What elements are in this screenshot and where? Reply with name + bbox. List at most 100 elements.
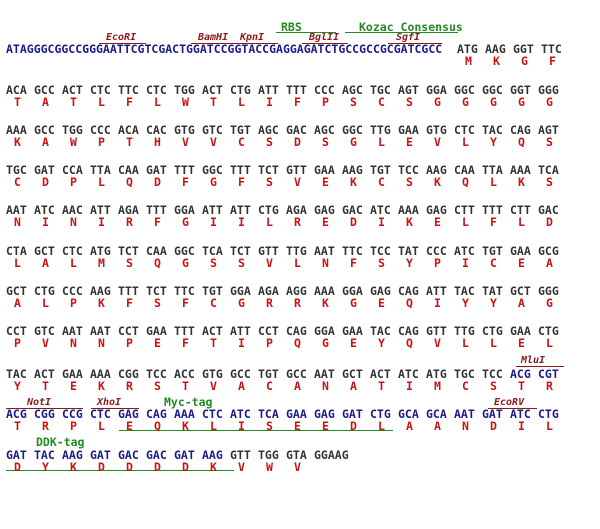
codon: CTG (230, 83, 251, 97)
amino-acid: R (126, 215, 133, 229)
codon: GTT (258, 244, 279, 258)
amino-acid: A (42, 95, 49, 109)
amino-acid: M (98, 256, 105, 270)
amino-acid: P (322, 95, 329, 109)
amino-acid: Y (378, 336, 385, 350)
bamhi-site-bar (191, 43, 236, 44)
amino-acid: K (322, 296, 329, 310)
amino-acid: C (266, 379, 273, 393)
amino-acid: L (490, 175, 497, 189)
codon: AAA (510, 163, 531, 177)
codon: AAT (62, 324, 83, 338)
codon: TCA (202, 244, 223, 258)
codon: AGC (342, 83, 363, 97)
amino-acid: V (434, 135, 441, 149)
codon: CCG (62, 407, 83, 421)
codon: TTC (342, 244, 363, 258)
amino-acid: T (14, 95, 21, 109)
amino-acid: V (266, 256, 273, 270)
amino-acid: L (266, 215, 273, 229)
amino-acid: P (434, 256, 441, 270)
amino-acid: T (210, 336, 217, 350)
xhoi-site-label: XhoI (97, 397, 122, 408)
amino-acid: F (182, 175, 189, 189)
codon: TTG (454, 324, 475, 338)
amino-acid: C (378, 95, 385, 109)
amino-acid: D (14, 460, 21, 474)
codon: AAG (62, 448, 83, 462)
codon: TCC (146, 367, 167, 381)
amino-acid: P (70, 296, 77, 310)
codon: TGG (174, 83, 195, 97)
codon: ATG (90, 244, 111, 258)
codon: TTC (118, 83, 139, 97)
amino-acid: L (294, 256, 301, 270)
amino-acid: S (266, 135, 273, 149)
codon: TAC (370, 324, 391, 338)
amino-acid: Q (518, 135, 525, 149)
amino-acid: D (182, 460, 189, 474)
amino-acid: F (294, 95, 301, 109)
mlui-site-label: MluI (521, 355, 546, 366)
codon: GTT (230, 448, 251, 462)
codon: AAT (314, 244, 335, 258)
amino-acid: L (210, 419, 217, 433)
codon: GAT (174, 448, 195, 462)
bglii-site-bar (302, 43, 348, 44)
amino-acid: I (462, 256, 469, 270)
codon: GAG (118, 407, 139, 421)
amino-acid: Q (154, 256, 161, 270)
codon: GAC (146, 448, 167, 462)
xhoi-site-bar (91, 408, 139, 409)
amino-acid: V (210, 379, 217, 393)
codon: TCT (230, 244, 251, 258)
codon: GAC (342, 203, 363, 217)
codon: GAA (314, 163, 335, 177)
amino-acid: C (14, 175, 21, 189)
codon: TCT (146, 284, 167, 298)
codon: GAG (426, 203, 447, 217)
amino-acid: G (518, 95, 525, 109)
amino-acid: P (14, 336, 21, 350)
codon: GTA (286, 448, 307, 462)
amino-acid: C (378, 175, 385, 189)
amino-acid: I (266, 95, 273, 109)
amino-acid: S (154, 379, 161, 393)
codon: CTC (90, 407, 111, 421)
codon: TGC (370, 83, 391, 97)
bglii-site-label: BglII (309, 32, 340, 43)
amino-acid: G (182, 256, 189, 270)
amino-acid: R (42, 419, 49, 433)
amino-acid: L (378, 135, 385, 149)
amino-acid: G (350, 296, 357, 310)
codon: TGT (258, 367, 279, 381)
noti-site-bar (6, 408, 83, 409)
codon: AAG (202, 448, 223, 462)
amino-acid: D (126, 460, 133, 474)
amino-acid: E (322, 175, 329, 189)
amino-acid: M (434, 379, 441, 393)
amino-acid: K (493, 54, 500, 68)
amino-acid: E (434, 215, 441, 229)
codon: GTC (202, 123, 223, 137)
codon: AGA (258, 284, 279, 298)
codon: AAG (90, 284, 111, 298)
codon: GAC (118, 448, 139, 462)
codon: AAT (90, 324, 111, 338)
amino-acid: S (126, 256, 133, 270)
amino-acid: D (546, 215, 553, 229)
sgfi-site-bar (388, 43, 442, 44)
amino-acid: A (406, 419, 413, 433)
amino-acid: I (42, 215, 49, 229)
amino-acid: S (546, 135, 553, 149)
codon: GGC (482, 83, 503, 97)
amino-acid: L (98, 419, 105, 433)
amino-acid: D (98, 460, 105, 474)
codon: CCT (6, 324, 27, 338)
codon: TTT (174, 163, 195, 177)
amino-acid: L (462, 135, 469, 149)
amino-acid: A (42, 256, 49, 270)
codon: GGG (538, 83, 559, 97)
amino-acid: I (238, 215, 245, 229)
amino-acid: E (378, 296, 385, 310)
